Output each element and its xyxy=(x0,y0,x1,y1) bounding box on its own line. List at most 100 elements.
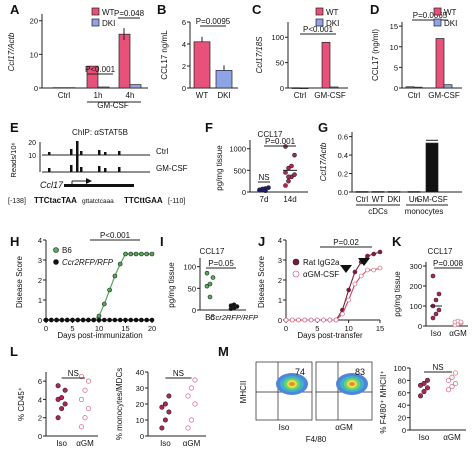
panel-l1-point-iso xyxy=(62,401,68,407)
panel-l2-xlabel: αGM xyxy=(183,439,201,448)
panel-j-ytick-label: 0 xyxy=(278,316,282,325)
panel-m2-ytick-label: 60 xyxy=(398,389,406,398)
panel-d-ytick-label: 15 xyxy=(390,22,398,31)
treatment-arrow-2 xyxy=(358,258,370,266)
panel-h-xtick-label: 10 xyxy=(95,324,103,333)
point-h-0 xyxy=(128,251,134,257)
point-m2-iso xyxy=(421,389,427,395)
panel-label-g: G xyxy=(318,120,328,135)
gene-label: Ccl17 xyxy=(40,180,64,190)
panel-j-ytick-label: 4 xyxy=(278,236,282,245)
panel-label-d: D xyxy=(370,2,379,17)
bar-c xyxy=(329,86,339,89)
panel-f-ytick-label: 500 xyxy=(233,166,246,175)
panel-d-xlabel: Ctrl xyxy=(408,91,421,100)
panel-e-ytick: 20 xyxy=(28,140,36,147)
track-ctrl-peak xyxy=(76,141,79,155)
point-h-0 xyxy=(102,301,107,307)
legend-label-dki: DKI xyxy=(326,19,339,28)
panel-l2-point-iso xyxy=(166,409,172,415)
panel-c-xlabel: Ctrl xyxy=(294,91,307,100)
panel-j-xtick-label: 0 xyxy=(284,324,288,333)
point-f-14d xyxy=(283,183,288,188)
panel-k-ylabel: pg/mg tissue xyxy=(393,271,402,317)
panel-l1-point-iso xyxy=(59,406,65,412)
panel-g-xlabel: Un xyxy=(409,195,419,204)
legend-marker-agm xyxy=(292,270,300,278)
track-ctrl-peak xyxy=(98,150,101,155)
panel-label-m: M xyxy=(218,344,229,359)
seq-motif-2: TTCttGAA xyxy=(124,196,163,205)
bar-c xyxy=(291,87,301,89)
track-gmcsf-peak xyxy=(70,165,73,172)
panel-g-xlabel: GM-CSF xyxy=(416,195,448,204)
point-h-1 xyxy=(102,317,107,323)
bar-d xyxy=(443,84,453,89)
panel-label-f: F xyxy=(205,120,213,135)
legend-swatch-wt xyxy=(91,7,100,16)
panel-g-xlabel: DKI xyxy=(387,195,400,204)
panel-l2-xlabel: Iso xyxy=(160,439,171,448)
panel-l1-ytick-label: 0 xyxy=(38,432,42,441)
point-m2-iso xyxy=(424,377,430,383)
panel-k-xlabel: αGM xyxy=(449,329,467,338)
panel-i-title: CCL17 xyxy=(200,247,225,256)
panel-l2-ylabel: % monocytes/MDCs xyxy=(115,368,124,440)
panel-a-ytick-label: 0 xyxy=(34,84,38,93)
panel-l2-point-iso xyxy=(159,425,165,431)
bar-d xyxy=(413,86,423,89)
panel-d-xlabel: GM-CSF xyxy=(428,91,460,100)
panel-l1-point-iso xyxy=(62,387,68,393)
legend-label-ccr2: Ccr2RFP/RFP xyxy=(62,258,114,267)
bar-b xyxy=(193,41,211,89)
seq-left: [-138] xyxy=(8,198,26,205)
panel-l1-point-agm xyxy=(82,415,88,421)
panel-f-ytick-label: 0 xyxy=(242,188,246,197)
legend-swatch-dki xyxy=(315,18,324,27)
point-j-1 xyxy=(321,317,326,323)
panel-l1-point-iso xyxy=(59,395,65,401)
panel-h-xlabel: Days post-immunization xyxy=(57,331,142,340)
panel-k-ytick-label: 0 xyxy=(418,322,422,331)
point-h-1 xyxy=(139,317,144,323)
panel-g-ylabel: Ccl17/Actb xyxy=(319,142,328,181)
legend-swatch-wt xyxy=(433,7,442,16)
panel-i-ytick-label: 100 xyxy=(183,263,196,272)
panel-m-flow-iso-percent: 74 xyxy=(295,367,305,377)
panel-h-ytick-label: 1 xyxy=(38,296,42,305)
point-k-agm xyxy=(458,319,464,325)
panel-f-ylabel: pg/mg tissue xyxy=(215,145,224,191)
panel-h-xtick-label: 15 xyxy=(121,324,129,333)
track-ctrl-peak xyxy=(80,151,83,155)
panel-b-ytick-label: 0 xyxy=(182,84,186,93)
panel-h-p-pvalue: P<0.001 xyxy=(100,231,131,240)
panel-j-ylabel: Disease Score xyxy=(257,255,266,308)
panel-c-ylabel: Ccl17/18S xyxy=(255,36,264,74)
point-f-7d xyxy=(263,188,268,193)
point-j-1 xyxy=(308,317,314,323)
legend-label-wt: WT xyxy=(444,8,457,17)
bar-g xyxy=(371,191,385,193)
panel-d-ylabel: CCL17 (ng/ml) xyxy=(371,29,380,81)
panel-l1-ytick-label: 4 xyxy=(38,395,42,404)
panel-i-xlabel: Ccr2RFP/RFP xyxy=(210,313,258,322)
track-gmcsf-peak xyxy=(80,167,83,172)
point-i-b6 xyxy=(204,283,210,289)
panel-l2-point-agm xyxy=(192,401,198,407)
panel-l1-xlabel: αGM xyxy=(76,439,94,448)
panel-c-ytick-label: 0 xyxy=(280,84,284,93)
panel-j-xlabel: Days post-transfer xyxy=(297,331,363,340)
point-m2-agm xyxy=(452,370,458,376)
point-i-b6 xyxy=(210,275,216,280)
point-j-1 xyxy=(340,311,345,317)
panel-a-ytick-label: 20 xyxy=(30,17,38,26)
panel-l1-point-agm xyxy=(86,406,92,412)
point-h-1 xyxy=(86,317,91,323)
point-j-1 xyxy=(302,317,308,323)
panel-m2-ytick-label: 0 xyxy=(402,426,406,435)
bar-a-wt xyxy=(118,33,131,89)
point-m2-agm xyxy=(449,384,455,390)
panel-b-xlabel: DKI xyxy=(217,91,230,100)
panel-b-ytick-label: 2 xyxy=(182,62,186,71)
panel-l1-point-agm xyxy=(79,396,85,402)
